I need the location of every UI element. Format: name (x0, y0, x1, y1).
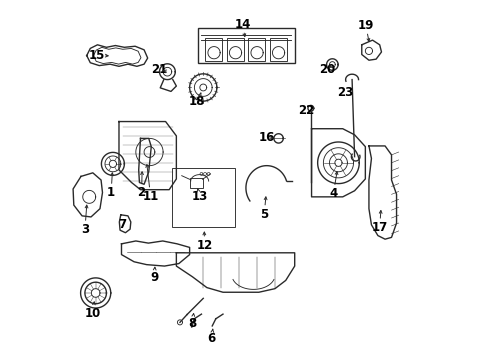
Text: 22: 22 (298, 104, 314, 117)
Bar (172, 168, 234, 227)
Text: 16: 16 (258, 131, 274, 144)
Text: 13: 13 (191, 190, 207, 203)
Text: 11: 11 (142, 190, 158, 203)
Text: 17: 17 (371, 221, 387, 234)
Text: 3: 3 (81, 223, 89, 236)
Text: 6: 6 (207, 332, 215, 345)
Text: 2: 2 (137, 186, 145, 199)
Text: 1: 1 (107, 186, 115, 199)
Bar (226, 37, 244, 61)
Text: 21: 21 (151, 63, 167, 76)
Text: 18: 18 (188, 95, 205, 108)
Bar (198, 28, 294, 63)
Text: 8: 8 (188, 317, 196, 330)
Bar (269, 37, 286, 61)
Bar (204, 37, 222, 61)
Bar (189, 178, 202, 188)
Text: 23: 23 (337, 86, 353, 99)
Text: 14: 14 (234, 18, 250, 31)
Bar (247, 37, 265, 61)
Text: 9: 9 (150, 271, 158, 284)
Text: 12: 12 (196, 239, 212, 252)
Text: 7: 7 (118, 218, 126, 231)
Text: 15: 15 (88, 49, 105, 62)
Text: 19: 19 (357, 19, 373, 32)
Text: 4: 4 (328, 187, 337, 200)
Text: 10: 10 (84, 307, 101, 320)
Text: 20: 20 (319, 63, 335, 76)
Text: 5: 5 (260, 208, 268, 221)
